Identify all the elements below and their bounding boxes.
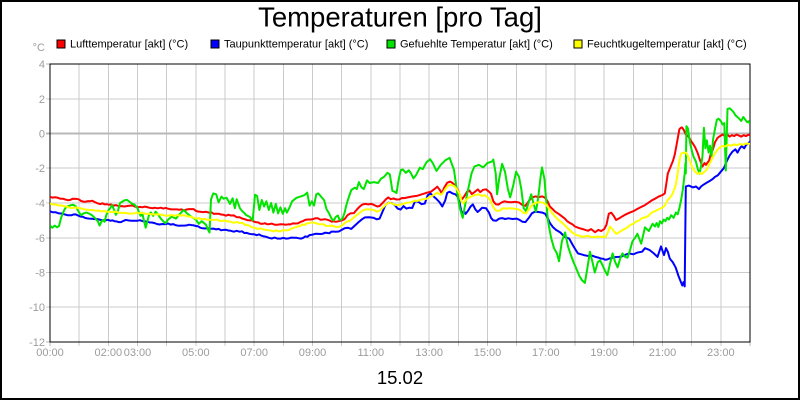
svg-text:-4: -4	[35, 198, 45, 210]
svg-text:23:00: 23:00	[707, 347, 735, 359]
svg-text:-6: -6	[35, 233, 45, 245]
svg-text:-10: -10	[29, 302, 45, 314]
svg-text:0: 0	[39, 129, 45, 141]
svg-text:°C: °C	[33, 42, 45, 54]
svg-text:15:00: 15:00	[474, 347, 502, 359]
svg-text:Lufttemperatur [akt] (°C): Lufttemperatur [akt] (°C)	[70, 39, 188, 51]
svg-text:03:00: 03:00	[124, 347, 152, 359]
svg-text:19:00: 19:00	[590, 347, 618, 359]
svg-text:4: 4	[39, 59, 45, 71]
svg-text:Taupunkttemperatur [akt] (°C): Taupunkttemperatur [akt] (°C)	[224, 39, 368, 51]
svg-text:00:00: 00:00	[36, 347, 64, 359]
svg-text:Gefuehlte Temperatur [akt] (°C: Gefuehlte Temperatur [akt] (°C)	[400, 39, 553, 51]
svg-text:-2: -2	[35, 163, 45, 175]
svg-text:09:00: 09:00	[299, 347, 327, 359]
svg-text:07:00: 07:00	[240, 347, 268, 359]
svg-text:02:00: 02:00	[95, 347, 123, 359]
svg-text:Temperaturen [pro Tag]: Temperaturen [pro Tag]	[258, 2, 542, 33]
svg-text:-12: -12	[29, 337, 45, 349]
svg-text:05:00: 05:00	[182, 347, 210, 359]
svg-text:15.02: 15.02	[377, 367, 423, 388]
svg-text:2: 2	[39, 94, 45, 106]
svg-text:11:00: 11:00	[357, 347, 384, 359]
svg-text:21:00: 21:00	[649, 347, 677, 359]
svg-text:17:00: 17:00	[532, 347, 560, 359]
svg-text:-8: -8	[35, 268, 45, 280]
svg-text:13:00: 13:00	[415, 347, 443, 359]
svg-text:Feuchtkugeltemperatur [akt] (°: Feuchtkugeltemperatur [akt] (°C)	[587, 39, 747, 51]
